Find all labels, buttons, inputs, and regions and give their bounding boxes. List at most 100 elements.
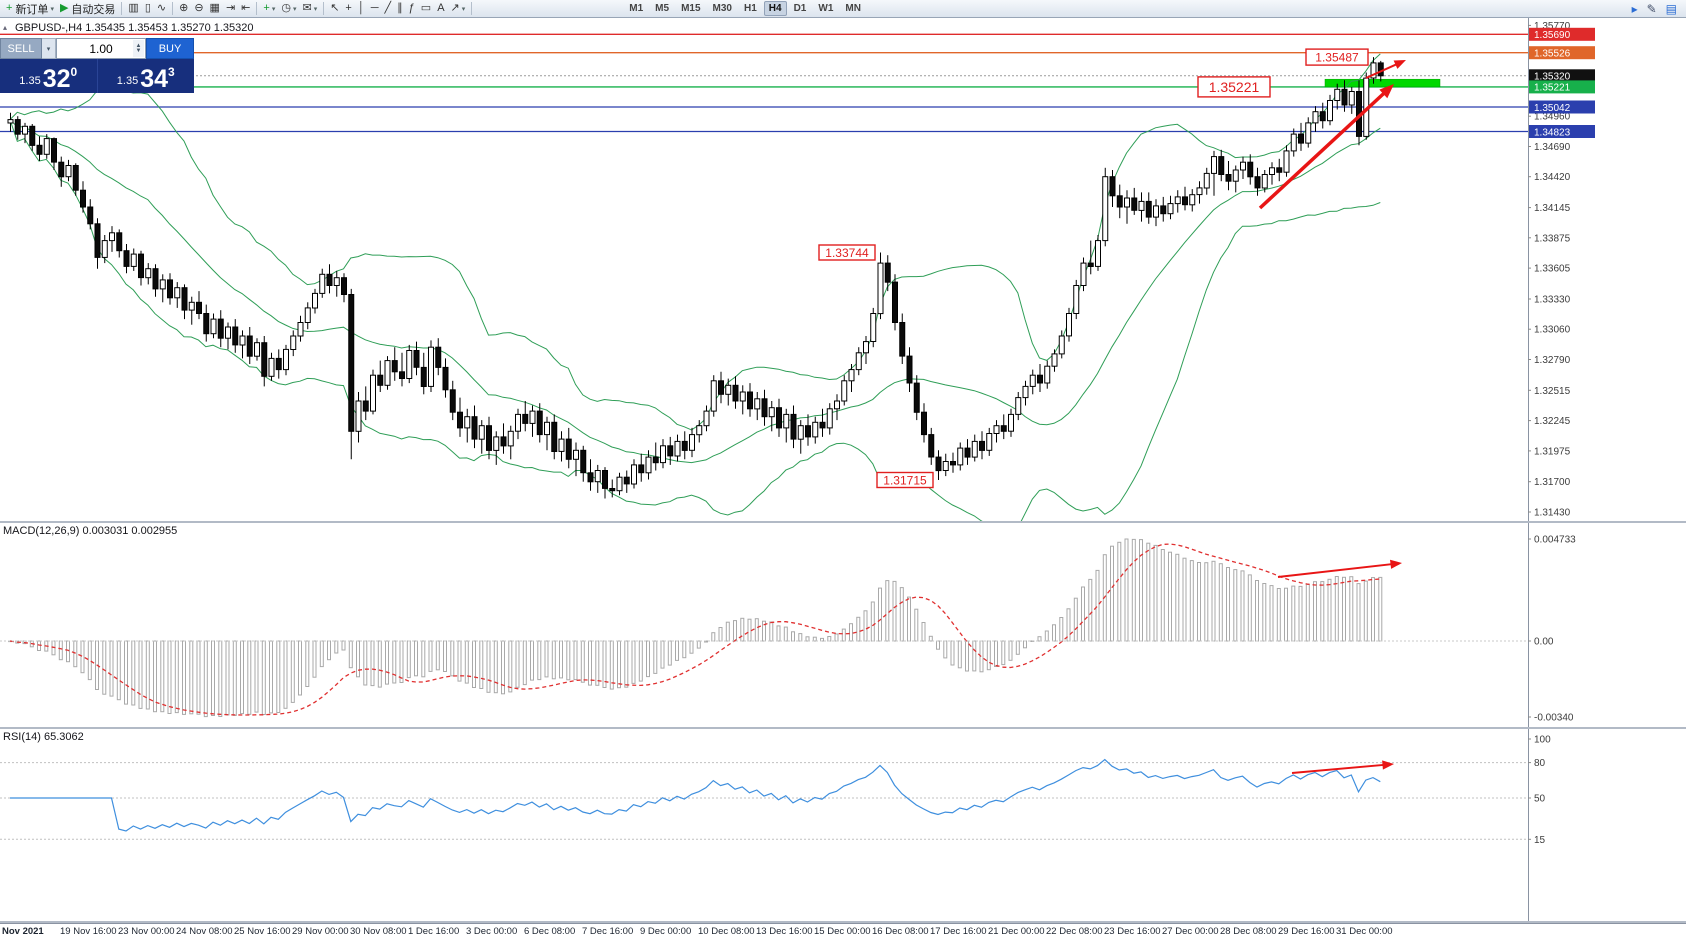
price-axis: 1.35770 1.34960 1.34690 1.34420 1.34145 1.338… <box>1528 18 1595 521</box>
svg-text:15: 15 <box>1534 835 1546 846</box>
period-m5[interactable]: M5 <box>655 3 670 14</box>
panel-divider[interactable] <box>0 521 1686 523</box>
svg-text:1.33060: 1.33060 <box>1534 325 1571 336</box>
new-order-button[interactable]: + 新订单 ▾ <box>3 1 57 16</box>
horizontal-lines <box>0 33 1528 133</box>
chevron-down-icon: ▾ <box>50 5 54 13</box>
svg-text:1.35221: 1.35221 <box>1534 83 1571 94</box>
volume-input[interactable]: 1.00 ▲ ▼ <box>56 38 146 59</box>
buy-button[interactable]: BUY <box>146 38 194 59</box>
period-h4[interactable]: H4 <box>763 1 787 16</box>
main-toolbar: + 新订单 ▾ ▶ 自动交易 ▥ ▯ ∿ ⊕ ⊖ ▦ ⇥ ⇤ + ▾ ◷ ▾ ✉ ▾ ↖ + │ ─ ╱ ∥ ƒ ▭ A ↗ ▾ M1 M5… <box>0 0 1686 18</box>
svg-text:1.31430: 1.31430 <box>1534 508 1571 519</box>
time-label: 29 Dec 16:00 <box>1278 926 1335 937</box>
timeframes-button[interactable]: ◷ ▾ <box>278 1 299 16</box>
svg-text:1.35487: 1.35487 <box>1315 50 1359 64</box>
zoom-in-button-icon: ⊕ <box>179 2 189 14</box>
rsi-levels <box>0 762 1528 840</box>
bar-chart-icon[interactable]: ▥ <box>125 1 141 16</box>
timeframes-button-icon: ◷ <box>281 2 291 14</box>
macd-signal-line <box>9 543 1381 716</box>
shapes-button[interactable]: ▭ <box>418 1 434 16</box>
price-annotation <box>1197 76 1271 98</box>
channel-button[interactable]: ∥ <box>394 1 406 16</box>
time-label: 9 Dec 00:00 <box>640 926 692 937</box>
add-indicator-button-icon: + <box>263 2 270 14</box>
toolbar-right-icons: ▸ ✎ ▤ <box>1631 1 1683 16</box>
time-label: 23 Dec 16:00 <box>1104 926 1161 937</box>
rsi-panel[interactable]: 100 80 50 15 <box>0 729 1686 921</box>
one-click-trading-panel: SELL ▾ 1.00 ▲ ▼ BUY 1.35 32 0 1.35 34 3 <box>0 38 194 93</box>
candle-chart-icon[interactable]: ▯ <box>142 1 154 16</box>
svg-text:100: 100 <box>1534 735 1551 746</box>
svg-text:1.35526: 1.35526 <box>1534 49 1571 60</box>
channel-button-icon: ∥ <box>397 2 403 14</box>
horizontal-line-button-icon: ─ <box>370 2 379 14</box>
svg-text:1.32245: 1.32245 <box>1534 416 1571 427</box>
candle-chart-icon-icon: ▯ <box>144 2 151 14</box>
panel-icon[interactable]: ▤ <box>1665 1 1678 16</box>
crosshair-button-icon: + <box>345 2 352 14</box>
panel-divider[interactable] <box>0 727 1686 729</box>
time-label: 31 Dec 00:00 <box>1336 926 1393 937</box>
fibonacci-button[interactable]: ƒ <box>406 1 418 16</box>
svg-text:1.34145: 1.34145 <box>1534 203 1571 214</box>
period-m1[interactable]: M1 <box>629 3 644 14</box>
crosshair-button[interactable]: + <box>342 1 354 16</box>
rsi-axis: 100 80 50 15 <box>1528 729 1551 921</box>
time-label: 7 Dec 16:00 <box>582 926 634 937</box>
templates-button-icon: ✉ <box>302 2 312 14</box>
arrows-button[interactable]: ↗ ▾ <box>448 1 469 16</box>
period-m30[interactable]: M30 <box>712 3 732 14</box>
cursor-button-icon: ↖ <box>330 2 340 14</box>
line-chart-icon[interactable]: ∿ <box>154 1 169 16</box>
vertical-line-button-icon: │ <box>357 2 365 14</box>
vertical-line-button[interactable]: │ <box>355 1 368 16</box>
period-mn[interactable]: MN <box>845 3 861 14</box>
zoom-out-button[interactable]: ⊖ <box>191 1 206 16</box>
svg-text:1.35690: 1.35690 <box>1534 30 1571 41</box>
period-h1[interactable]: H1 <box>743 3 757 14</box>
panel-divider[interactable] <box>0 921 1686 923</box>
bollinger-bands <box>9 53 1381 521</box>
period-w1[interactable]: W1 <box>818 3 834 14</box>
autotrading-button[interactable]: ▶ 自动交易 <box>57 1 118 16</box>
one-click-toggle[interactable]: ▴ <box>3 23 8 32</box>
chevron-down-icon: ▾ <box>292 5 297 13</box>
auto-scroll-button-icon: ⇥ <box>225 2 236 14</box>
svg-text:1.33744: 1.33744 <box>825 246 869 260</box>
macd-annotations <box>1277 559 1402 578</box>
horizontal-line-button[interactable]: ─ <box>368 1 382 16</box>
svg-text:0.004733: 0.004733 <box>1534 535 1576 546</box>
templates-button[interactable]: ✉ ▾ <box>299 1 320 16</box>
price-badge <box>1529 69 1595 83</box>
fibonacci-button-icon: ƒ <box>408 2 415 14</box>
chart-shift-button-icon: ⇤ <box>241 2 251 14</box>
add-indicator-button[interactable]: + ▾ <box>260 1 278 16</box>
cursor-button[interactable]: ↖ <box>327 1 342 16</box>
sell-button[interactable]: SELL <box>0 38 42 59</box>
text-button[interactable]: A <box>434 1 447 16</box>
time-axis[interactable]: Nov 2021 19 Nov 16:00 23 Nov 00:00 24 Nov 0… <box>0 923 1686 940</box>
text-button-icon: A <box>437 2 445 14</box>
time-label: 24 Nov 08:00 <box>176 926 233 937</box>
volume-dropdown[interactable]: ▾ <box>42 38 56 59</box>
auto-scroll-button[interactable]: ⇥ <box>223 1 238 16</box>
chevron-down-icon: ▾ <box>313 5 318 13</box>
zoom-in-button[interactable]: ⊕ <box>176 1 191 16</box>
tile-windows-button[interactable]: ▦ <box>207 1 223 16</box>
macd-panel[interactable]: 0.004733 0.00 -0.00340 <box>0 523 1686 727</box>
svg-text:1.35221: 1.35221 <box>1209 79 1260 95</box>
price-chart-panel[interactable]: 1.35770 1.34960 1.34690 1.34420 1.34145 1.338… <box>0 18 1686 521</box>
cursor-blue-icon[interactable]: ▸ <box>1631 1 1639 16</box>
chevron-down-icon: ▾ <box>461 5 466 13</box>
edit-icon[interactable]: ✎ <box>1646 1 1658 16</box>
period-d1[interactable]: D1 <box>793 3 807 14</box>
price-annotation <box>1305 48 1369 66</box>
chart-shift-button[interactable]: ⇤ <box>238 1 253 16</box>
period-m15[interactable]: M15 <box>681 3 701 14</box>
tile-windows-button-icon: ▦ <box>209 2 220 14</box>
macd-axis: 0.004733 0.00 -0.00340 <box>0 523 1576 727</box>
trendline-button[interactable]: ╱ <box>382 1 395 16</box>
volume-stepper[interactable]: ▲ ▼ <box>133 40 144 57</box>
